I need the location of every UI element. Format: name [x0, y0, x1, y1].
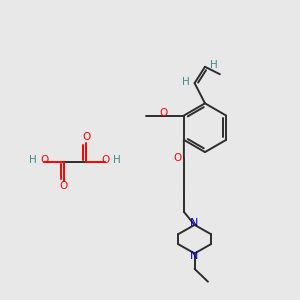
Text: O: O: [82, 132, 90, 142]
Text: N: N: [190, 218, 198, 227]
Text: N: N: [190, 251, 198, 261]
Text: H: H: [182, 76, 190, 87]
Text: O: O: [174, 153, 182, 163]
Text: O: O: [101, 154, 110, 164]
Text: O: O: [60, 181, 68, 191]
Text: O: O: [159, 108, 167, 118]
Text: H: H: [113, 154, 121, 164]
Text: O: O: [40, 154, 49, 164]
Text: H: H: [29, 154, 37, 164]
Text: H: H: [210, 60, 218, 70]
